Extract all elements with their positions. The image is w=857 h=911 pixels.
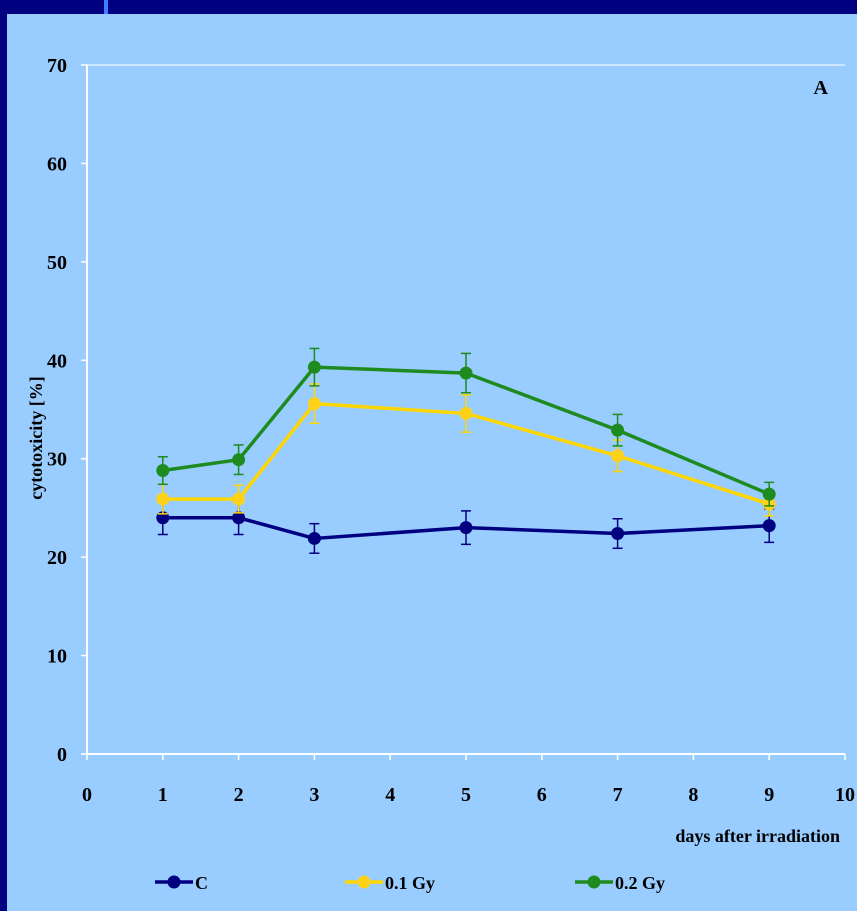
y-tick-label: 50 [47,252,67,274]
x-tick-label: 3 [309,784,319,806]
legend-item: C [155,873,208,893]
data-point [611,449,625,463]
legend-label: C [195,873,208,893]
data-point [459,406,473,420]
y-axis-title: cytotoxicity [%] [26,376,46,499]
series-1 [156,383,776,517]
slide-accent-bar [104,0,108,14]
data-point [307,397,321,411]
y-tick-label: 0 [57,744,67,766]
legend: C 0.1 Gy 0.2 Gy [155,873,665,893]
data-point [307,360,321,374]
y-tick-label: 60 [47,153,67,175]
series-0 [156,500,776,554]
series-layer [156,347,776,554]
data-point [611,527,625,541]
data-point [232,511,246,525]
legend-label: 0.1 Gy [385,873,435,893]
legend-marker [587,875,601,889]
series-2 [156,347,776,507]
x-tick-label: 5 [461,784,471,806]
x-tick-label: 8 [688,784,698,806]
y-tick-label: 70 [47,55,67,77]
legend-label: 0.2 Gy [615,873,665,893]
chart-panel [7,14,857,911]
x-axis-title: days after irradiation [675,826,840,846]
legend-marker [357,875,371,889]
x-tick-label: 7 [613,784,623,806]
y-tick-label: 10 [47,646,67,668]
data-point [307,531,321,545]
data-point [156,492,170,506]
panel-label: A [814,77,829,99]
series-line [162,516,770,541]
data-point [459,366,473,380]
axis-ticks: 0 1 2 3 4 5 6 7 8 9 10 0 10 20 30 40 50 60 70 [47,55,855,806]
data-point [232,492,246,506]
data-point [611,423,625,437]
y-tick-label: 30 [47,449,67,471]
x-tick-label: 6 [537,784,547,806]
data-point [762,519,776,533]
data-point [762,487,776,501]
series-line [162,401,770,506]
x-tick-label: 1 [158,784,168,806]
x-tick-label: 2 [234,784,244,806]
data-point [232,453,246,467]
data-point [156,464,170,478]
y-tick-label: 40 [47,350,67,372]
x-tick-label: 0 [82,784,92,806]
series-line [162,365,770,496]
x-tick-label: 10 [835,784,855,806]
data-point [459,521,473,535]
legend-item: 0.1 Gy [345,873,435,893]
legend-marker [167,875,181,889]
x-tick-label: 9 [764,784,774,806]
x-tick-label: 4 [385,784,395,806]
legend-item: 0.2 Gy [575,873,665,893]
y-tick-label: 20 [47,547,67,569]
